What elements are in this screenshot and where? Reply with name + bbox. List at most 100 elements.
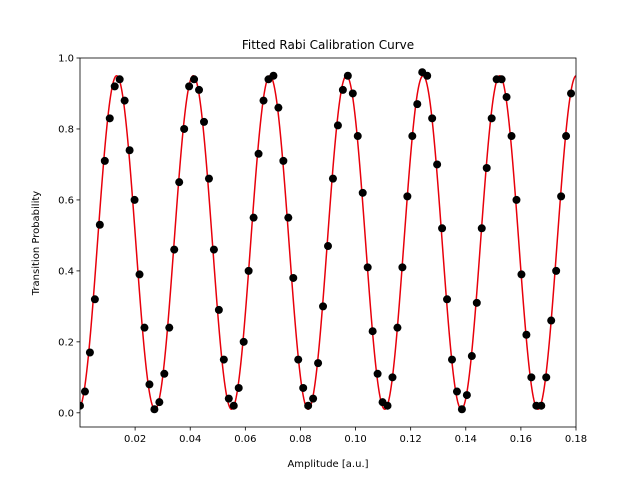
data-point: [547, 316, 556, 325]
data-point: [562, 132, 571, 141]
data-point: [487, 114, 496, 123]
data-point: [200, 117, 208, 126]
data-point: [428, 114, 437, 123]
data-point: [403, 192, 412, 201]
data-point: [214, 305, 223, 314]
plot-area: [80, 68, 576, 414]
y-tick-label: 0.6: [58, 195, 74, 206]
x-tick-label: 0.04: [179, 434, 201, 445]
x-tick-label: 0.02: [124, 434, 146, 445]
data-point: [452, 387, 461, 396]
data-point: [423, 71, 432, 80]
data-point: [457, 405, 466, 414]
data-point: [299, 383, 308, 392]
data-point: [522, 330, 531, 339]
data-point: [348, 89, 357, 98]
data-point: [462, 391, 471, 400]
data-point: [190, 75, 199, 84]
data-point: [517, 270, 526, 279]
data-point: [279, 156, 288, 165]
data-point: [165, 323, 174, 332]
data-point: [507, 132, 516, 141]
data-point: [309, 394, 318, 403]
y-tick-label: 0.2: [58, 337, 74, 348]
x-tick-label: 0.16: [510, 434, 532, 445]
data-point: [413, 100, 422, 109]
data-point: [239, 337, 248, 346]
data-point: [80, 387, 89, 396]
data-point: [393, 323, 402, 332]
data-point: [319, 302, 328, 311]
y-tick-label: 0.4: [58, 266, 74, 277]
x-tick-label: 0.18: [565, 434, 587, 445]
data-point: [567, 89, 576, 98]
data-point: [338, 85, 347, 94]
data-point: [383, 401, 392, 410]
data-point: [95, 220, 104, 229]
data-point: [502, 93, 511, 102]
data-point: [284, 213, 293, 222]
data-point: [175, 178, 184, 187]
x-tick-label: 0.10: [344, 434, 366, 445]
data-point: [150, 405, 159, 414]
y-tick-label: 1.0: [58, 54, 74, 65]
data-point: [358, 188, 367, 197]
axes-frame: [79, 57, 577, 428]
y-axis: 0.0 0.2 0.4 0.6 0.8 1.0: [58, 54, 80, 419]
data-point: [135, 270, 144, 279]
data-point: [537, 401, 546, 410]
data-point: [105, 114, 114, 123]
x-axis-label: Amplitude [a.u.]: [287, 459, 368, 470]
x-axis: 0.02 0.04 0.06 0.08 0.10 0.12 0.14 0.16 0.18: [124, 427, 587, 445]
data-point: [85, 348, 94, 357]
data-point: [185, 82, 194, 91]
x-tick-label: 0.08: [289, 434, 311, 445]
data-point: [398, 263, 407, 272]
data-point: [130, 195, 139, 204]
data-point: [145, 380, 154, 389]
data-point: [343, 71, 352, 80]
data-point: [115, 75, 124, 84]
x-tick-label: 0.14: [455, 434, 477, 445]
data-point: [234, 383, 243, 392]
data-point: [527, 373, 536, 382]
data-point: [259, 96, 268, 105]
data-point: [353, 132, 362, 141]
data-point: [438, 224, 447, 233]
data-point: [219, 355, 228, 364]
data-point: [557, 192, 566, 201]
data-point: [244, 266, 253, 275]
data-point: [110, 82, 119, 91]
data-point: [512, 195, 521, 204]
data-point: [314, 359, 323, 368]
data-point: [209, 245, 218, 254]
data-point: [477, 224, 486, 233]
data-point: [294, 355, 303, 364]
data-point: [274, 103, 283, 112]
y-tick-label: 0.0: [58, 408, 74, 419]
data-point: [80, 401, 84, 410]
data-point: [328, 174, 337, 183]
data-point: [100, 156, 109, 165]
data-point: [472, 298, 481, 307]
y-tick-label: 0.8: [58, 124, 74, 135]
data-point: [155, 398, 164, 407]
data-point: [408, 132, 417, 141]
y-axis-label: Transition Probability: [31, 191, 42, 296]
data-point: [269, 71, 278, 80]
data-point: [195, 85, 204, 94]
data-point: [373, 369, 382, 378]
data-point: [467, 352, 476, 361]
x-tick-label: 0.12: [400, 434, 422, 445]
data-point: [140, 323, 149, 332]
data-point: [170, 245, 179, 254]
data-point: [324, 242, 332, 251]
data-point: [388, 373, 397, 382]
data-point: [90, 295, 99, 304]
data-point: [160, 369, 169, 378]
data-point: [254, 149, 263, 158]
data-point: [363, 263, 372, 272]
data-point: [125, 146, 134, 155]
data-point: [482, 163, 491, 172]
